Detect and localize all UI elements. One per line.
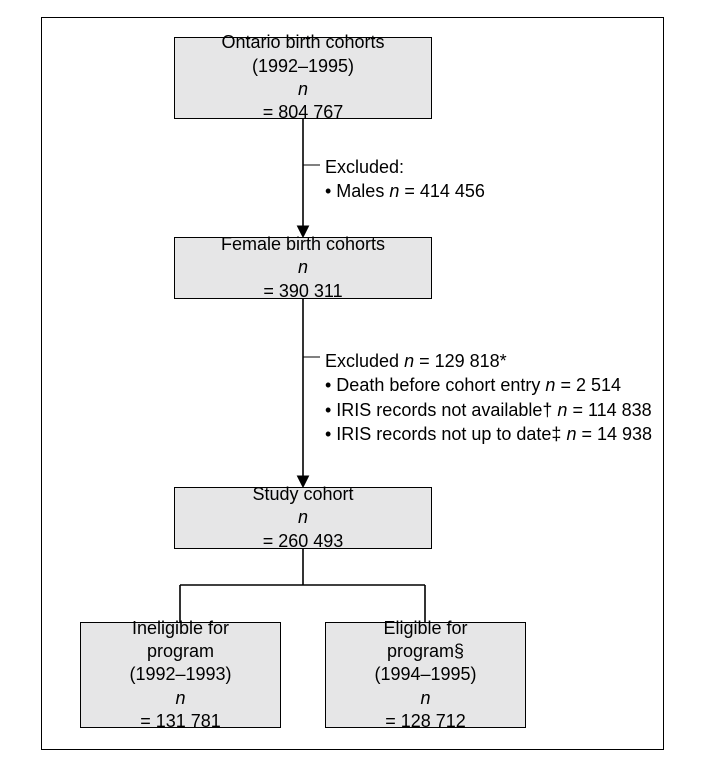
annotation-bullet: • Death before cohort entry n = 2 514: [325, 373, 652, 397]
node-study-cohort: Study cohort n = 260 493: [174, 487, 432, 549]
annotation-header: Excluded n = 129 818*: [325, 349, 652, 373]
annotation-bullet: • Males n = 414 456: [325, 179, 485, 203]
node-text: n = 131 781: [140, 687, 221, 734]
exclusion-annotation-1: Excluded: • Males n = 414 456: [325, 155, 485, 204]
annotation-bullet: • IRIS records not available† n = 114 83…: [325, 398, 652, 422]
node-text: n = 128 712: [385, 687, 466, 734]
node-text: n = 390 311: [263, 256, 342, 303]
node-text: Ontario birth cohorts: [221, 31, 384, 54]
annotation-header: Excluded:: [325, 155, 485, 179]
node-text: Ineligible for: [132, 617, 229, 640]
node-text: (1994–1995): [374, 663, 476, 686]
node-text: program§: [387, 640, 464, 663]
node-text: (1992–1993): [129, 663, 231, 686]
node-eligible: Eligible for program§ (1994–1995) n = 12…: [325, 622, 526, 728]
node-text: (1992–1995): [252, 55, 354, 78]
flowchart-canvas: Ontario birth cohorts (1992–1995) n = 80…: [0, 0, 706, 771]
node-ineligible: Ineligible for program (1992–1993) n = 1…: [80, 622, 281, 728]
node-text: n = 804 767: [263, 78, 344, 125]
node-female-birth-cohorts: Female birth cohorts n = 390 311: [174, 237, 432, 299]
node-text: Female birth cohorts: [221, 233, 385, 256]
node-text: n = 260 493: [263, 506, 344, 553]
annotation-bullet: • IRIS records not up to date‡ n = 14 93…: [325, 422, 652, 446]
exclusion-annotation-2: Excluded n = 129 818* • Death before coh…: [325, 349, 652, 446]
node-text: program: [147, 640, 214, 663]
node-ontario-birth-cohorts: Ontario birth cohorts (1992–1995) n = 80…: [174, 37, 432, 119]
node-text: Eligible for: [383, 617, 467, 640]
node-text: Study cohort: [252, 483, 353, 506]
